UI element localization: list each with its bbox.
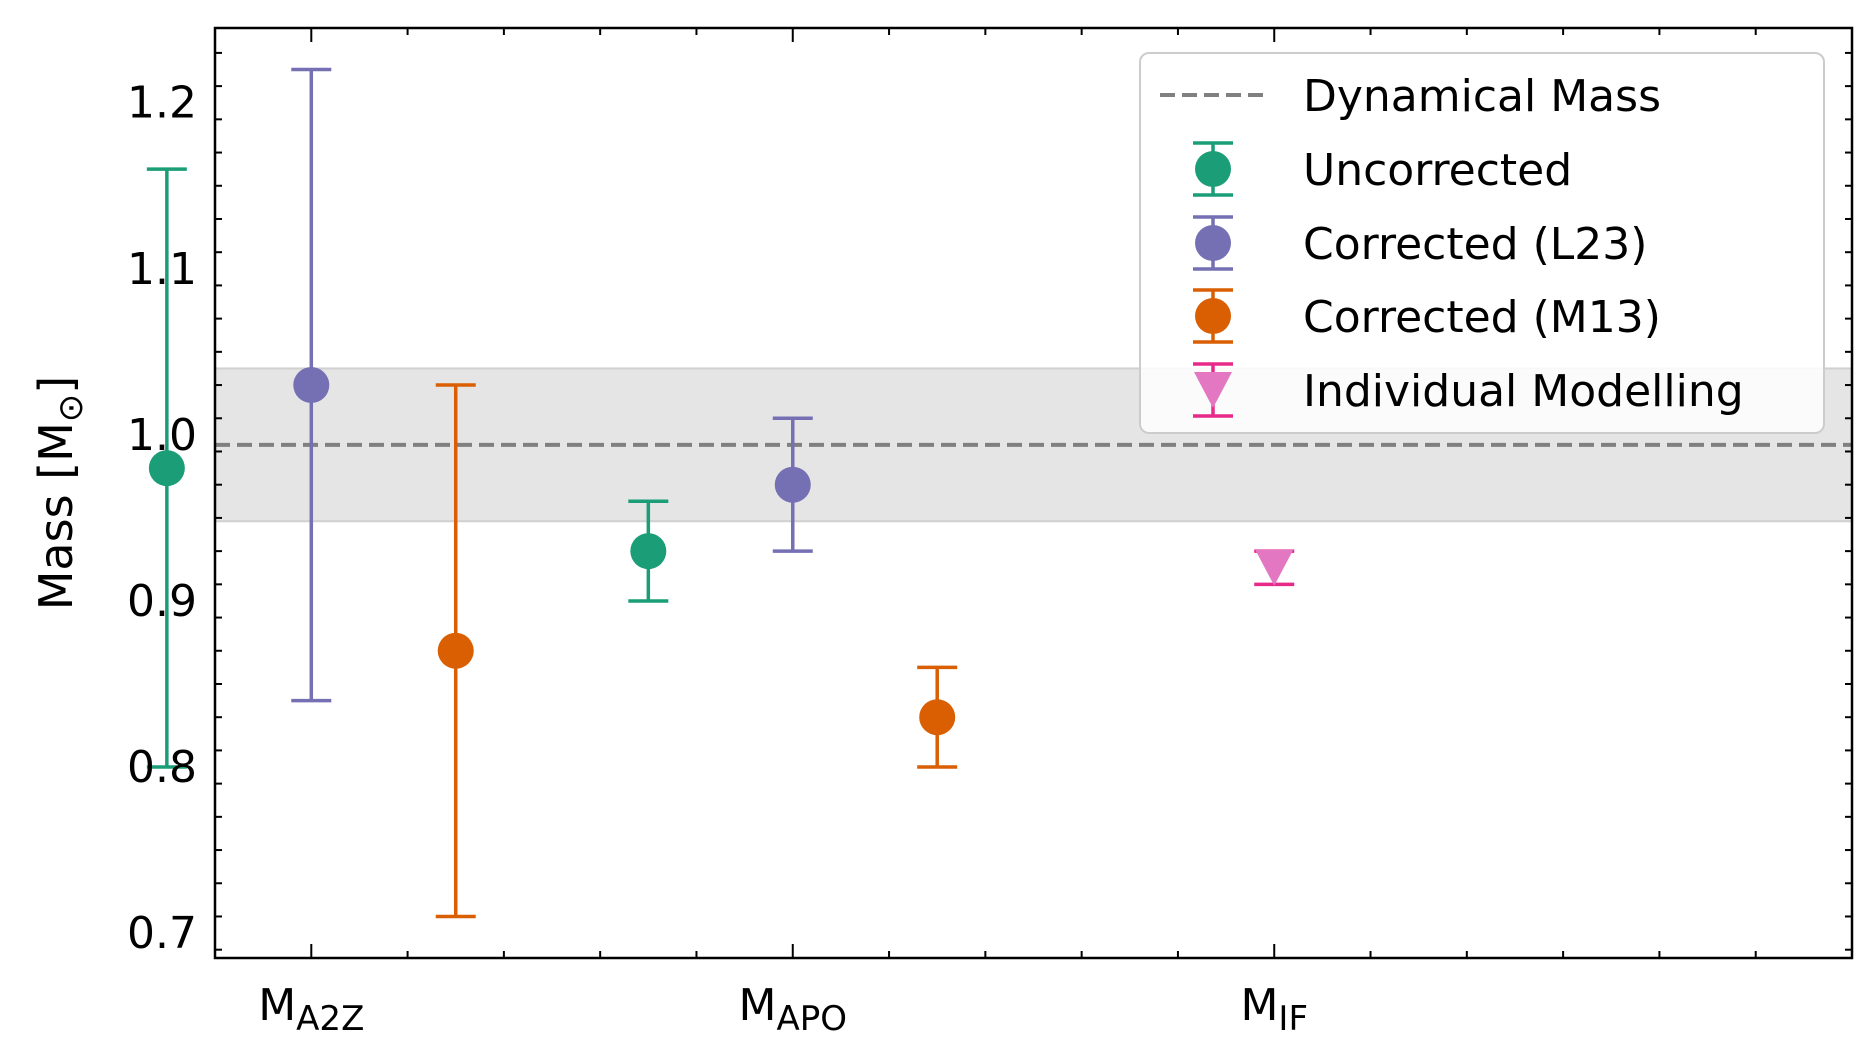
y-axis-title: Mass [M⊙] (29, 376, 91, 611)
series-3-point-0-marker (1255, 549, 1294, 586)
y-axis-title-sub: ⊙ (51, 394, 91, 423)
xtick-label-2-main: M (1240, 980, 1278, 1031)
xtick-label-2-sub: IF (1278, 999, 1308, 1039)
series-1-point-1-marker (774, 466, 811, 503)
ytick-label-4: 1.1 (127, 244, 197, 295)
xtick-label-2: MIF (1240, 980, 1308, 1039)
series-2-point-1-marker (919, 699, 956, 736)
legend-label-2: Corrected (M13) (1303, 292, 1661, 343)
legend-label-3: Individual Modelling (1303, 366, 1744, 417)
xtick-label-0-sub: A2Z (296, 999, 364, 1039)
series-0-point-1-marker (630, 533, 667, 570)
ytick-label-1: 0.8 (127, 742, 197, 793)
xtick-label-1-main: M (739, 980, 777, 1031)
ytick-label-2: 0.9 (127, 576, 197, 627)
series-1-point-0-marker (293, 367, 330, 404)
xtick-label-1-sub: APO (776, 999, 847, 1039)
legend-label-1: Corrected (L23) (1303, 219, 1647, 270)
legend-handle-marker-3 (1194, 372, 1232, 408)
xtick-label-0: MA2Z (258, 980, 364, 1039)
legend-handle-marker-2 (1195, 298, 1231, 334)
legend-label-0: Uncorrected (1303, 145, 1572, 196)
legend-handle-marker-1 (1195, 225, 1231, 261)
legend-handle-marker-0 (1195, 151, 1231, 187)
ytick-label-5: 1.2 (127, 78, 197, 129)
plot-frame (213, 26, 1854, 960)
series-0-point-0-marker (148, 450, 185, 487)
xtick-label-0-main: M (258, 980, 296, 1031)
xtick-label-1: MAPO (739, 980, 848, 1039)
ytick-label-3: 1.0 (127, 410, 197, 461)
legend-label-dynamical-mass: Dynamical Mass (1303, 71, 1661, 122)
y-axis-title-main: Mass [M (29, 422, 83, 610)
legend-box (1139, 52, 1825, 434)
series-2-point-0-marker (437, 632, 474, 669)
ylabel-close: ] (29, 376, 83, 394)
ytick-label-0: 0.7 (127, 908, 197, 959)
